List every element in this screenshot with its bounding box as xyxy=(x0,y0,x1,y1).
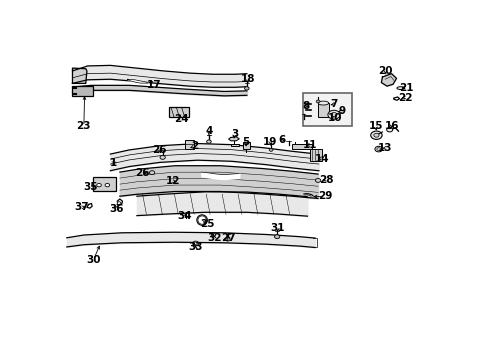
Bar xyxy=(169,107,188,117)
Circle shape xyxy=(370,131,381,139)
Circle shape xyxy=(315,179,320,183)
Circle shape xyxy=(330,112,336,117)
Circle shape xyxy=(268,149,272,151)
Polygon shape xyxy=(72,68,87,84)
Polygon shape xyxy=(381,74,396,86)
Text: 28: 28 xyxy=(319,175,333,185)
Circle shape xyxy=(206,140,211,143)
Circle shape xyxy=(376,148,380,150)
Text: 22: 22 xyxy=(397,93,412,103)
Text: 17: 17 xyxy=(146,80,161,90)
Ellipse shape xyxy=(317,101,328,105)
Text: 6: 6 xyxy=(278,135,285,145)
Text: 26: 26 xyxy=(135,168,149,179)
Text: 30: 30 xyxy=(86,255,101,265)
Circle shape xyxy=(211,233,215,237)
Text: 14: 14 xyxy=(314,153,328,163)
Text: 12: 12 xyxy=(166,176,180,186)
Text: 25: 25 xyxy=(200,219,214,229)
Text: 26: 26 xyxy=(151,145,166,155)
Text: 24: 24 xyxy=(174,114,188,124)
Text: 33: 33 xyxy=(188,242,203,252)
Text: 13: 13 xyxy=(377,143,391,153)
Text: 36: 36 xyxy=(109,204,123,214)
Text: 7: 7 xyxy=(329,99,337,109)
Text: 23: 23 xyxy=(77,121,91,131)
Text: 18: 18 xyxy=(241,74,255,84)
Circle shape xyxy=(374,146,382,152)
Bar xyxy=(310,149,321,161)
Polygon shape xyxy=(228,137,239,141)
Text: 29: 29 xyxy=(317,191,331,201)
Circle shape xyxy=(160,156,165,159)
Bar xyxy=(185,140,193,149)
Text: 2: 2 xyxy=(190,141,198,151)
Circle shape xyxy=(244,87,248,90)
Text: 19: 19 xyxy=(263,138,277,148)
Text: 27: 27 xyxy=(221,233,236,243)
Bar xyxy=(72,86,93,96)
Polygon shape xyxy=(127,79,148,83)
Text: 1: 1 xyxy=(110,158,117,168)
Text: 11: 11 xyxy=(303,140,317,150)
Circle shape xyxy=(225,238,230,241)
Bar xyxy=(243,141,249,149)
Circle shape xyxy=(373,133,378,137)
Text: 21: 21 xyxy=(398,82,412,93)
Bar xyxy=(302,93,351,126)
Text: 8: 8 xyxy=(301,102,308,111)
Circle shape xyxy=(97,184,101,187)
Ellipse shape xyxy=(198,216,206,224)
Bar xyxy=(230,144,239,146)
Text: 32: 32 xyxy=(207,233,222,243)
Circle shape xyxy=(274,235,279,239)
Ellipse shape xyxy=(396,87,404,90)
Circle shape xyxy=(149,171,154,175)
Text: 20: 20 xyxy=(378,67,392,76)
Text: 3: 3 xyxy=(231,129,238,139)
Text: 34: 34 xyxy=(177,211,191,221)
Circle shape xyxy=(386,127,392,132)
Text: 35: 35 xyxy=(83,183,98,192)
Bar xyxy=(292,144,311,149)
Circle shape xyxy=(117,202,121,204)
Circle shape xyxy=(327,110,339,119)
Circle shape xyxy=(316,100,319,103)
Text: 4: 4 xyxy=(205,126,212,136)
Text: 37: 37 xyxy=(75,202,89,212)
Text: 10: 10 xyxy=(327,113,341,123)
Circle shape xyxy=(192,241,198,246)
Circle shape xyxy=(105,184,109,187)
Bar xyxy=(317,103,328,117)
Text: 9: 9 xyxy=(338,107,345,116)
Circle shape xyxy=(194,242,197,244)
Text: 16: 16 xyxy=(384,121,398,131)
Text: 31: 31 xyxy=(270,222,285,233)
Text: 15: 15 xyxy=(367,121,382,131)
Bar xyxy=(93,177,116,191)
Ellipse shape xyxy=(196,215,207,225)
Text: 5: 5 xyxy=(242,138,249,148)
